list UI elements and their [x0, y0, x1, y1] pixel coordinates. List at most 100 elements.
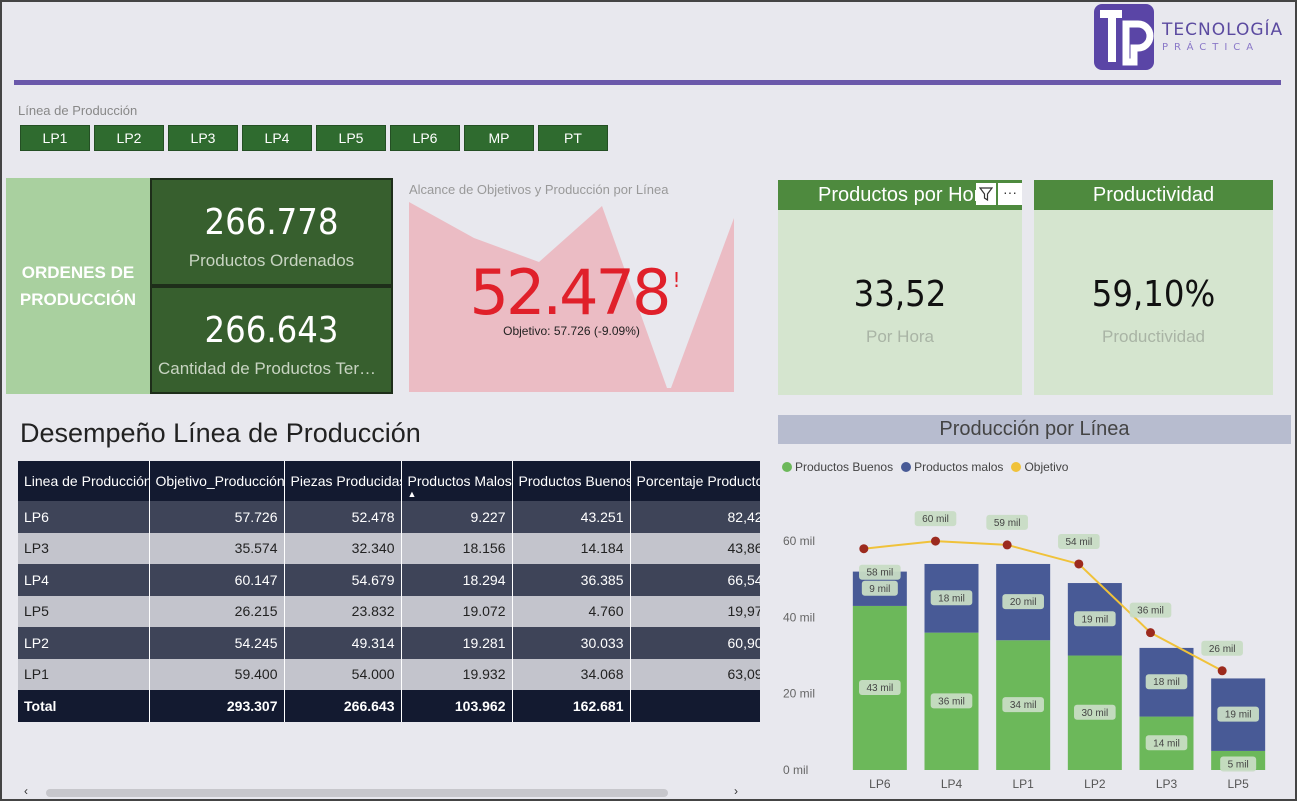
- slicer-button-lp3[interactable]: LP3: [168, 125, 238, 151]
- target-point: [1217, 666, 1227, 676]
- bar-good-label-bg: [1002, 697, 1044, 713]
- kpi-ordered-products[interactable]: 266.778 Productos Ordenados: [150, 178, 393, 286]
- cell-bad: 19.932: [401, 658, 513, 690]
- col-header-pieces[interactable]: Piezas Producidas: [284, 461, 402, 501]
- slicer-button-lp5[interactable]: LP5: [316, 125, 386, 151]
- cell-bad: 19.072: [401, 595, 513, 627]
- kpi-finished-products[interactable]: 266.643 Cantidad de Productos Terminados: [150, 286, 393, 394]
- total-percent: [630, 690, 760, 722]
- bar-bad-label-bg: [1074, 611, 1116, 627]
- x-tick-label: LP2: [1084, 777, 1106, 791]
- production-line-slicer: LP1 LP2 LP3 LP4 LP5 LP6 MP PT: [20, 125, 608, 151]
- legend-item-target[interactable]: Objetivo: [1011, 460, 1068, 474]
- bar-bad-label: 18 mil: [1153, 677, 1180, 688]
- header-divider: [14, 80, 1281, 85]
- total-label: Total: [18, 690, 150, 722]
- scroll-left-icon[interactable]: ‹: [24, 784, 28, 798]
- bar-bad-label-bg: [930, 590, 973, 606]
- cell-target: 57.726: [149, 501, 285, 533]
- cell-percent: 43,86 %: [630, 532, 760, 564]
- slicer-button-pt[interactable]: PT: [538, 125, 608, 151]
- legend-dot-good: [782, 462, 792, 472]
- cell-pieces: 54.679: [284, 564, 402, 596]
- target-label-bg: [1201, 640, 1243, 656]
- legend-item-bad[interactable]: Productos malos: [901, 460, 1003, 474]
- x-tick-label: LP1: [1012, 777, 1034, 791]
- slicer-button-lp2[interactable]: LP2: [94, 125, 164, 151]
- slicer-button-lp6[interactable]: LP6: [390, 125, 460, 151]
- sort-ascending-icon: ▲: [407, 489, 417, 499]
- cell-good: 4.760: [512, 595, 631, 627]
- production-by-line-chart[interactable]: 0 mil 20 mil 40 mil 60 mil 43 mil 9 mil LP6 36 …: [778, 482, 1291, 797]
- cell-pieces: 54.000: [284, 658, 402, 690]
- cell-target: 35.574: [149, 532, 285, 564]
- table-row[interactable]: LP6 57.726 52.478 9.227 43.251 82,42 %: [18, 501, 760, 533]
- table-row[interactable]: LP5 26.215 23.832 19.072 4.760 19,97 %: [18, 595, 760, 627]
- horizontal-scrollbar-thumb[interactable]: [46, 789, 668, 797]
- bar-good-label: 34 mil: [1010, 700, 1037, 711]
- alcance-area: [409, 202, 734, 392]
- bar-good-label: 43 mil: [866, 683, 893, 694]
- total-bad: 103.962: [401, 690, 513, 722]
- table-row[interactable]: LP2 54.245 49.314 19.281 30.033 60,90 %: [18, 627, 760, 659]
- legend-item-good[interactable]: Productos Buenos: [782, 460, 893, 474]
- col-header-line[interactable]: Linea de Producción: [18, 461, 150, 501]
- card-products-per-hour[interactable]: Productos por Hora 33,52 Por Hora: [778, 180, 1022, 395]
- target-label: 59 mil: [994, 518, 1021, 529]
- filter-icon[interactable]: [976, 183, 996, 205]
- alcance-target-text: Objetivo: 57.726 (-9.09%): [503, 324, 640, 338]
- cell-percent: 82,42 %: [630, 501, 760, 533]
- target-label-bg: [986, 514, 1028, 530]
- target-point: [859, 544, 869, 554]
- bar-good-label-bg: [1074, 704, 1116, 720]
- bar-bad-label: 19 mil: [1081, 614, 1108, 625]
- more-options-icon[interactable]: ···: [998, 183, 1022, 205]
- cell-line: LP2: [18, 627, 150, 659]
- brand-logo: [1094, 4, 1154, 70]
- slicer-button-lp1[interactable]: LP1: [20, 125, 90, 151]
- x-tick-label: LP3: [1156, 777, 1178, 791]
- slicer-button-mp[interactable]: MP: [464, 125, 534, 151]
- kpi-ordered-value: 266.778: [204, 202, 339, 243]
- alcance-value-text: 52.478: [469, 256, 672, 329]
- y-tick-label: 60 mil: [783, 534, 815, 548]
- bar-good-label-bg: [1145, 735, 1188, 751]
- target-label: 36 mil: [1137, 606, 1164, 617]
- cell-good: 34.068: [512, 658, 631, 690]
- target-label: 26 mil: [1209, 644, 1236, 655]
- col-header-bad[interactable]: Productos Malos ▲: [401, 461, 513, 501]
- alcance-area-chart[interactable]: [409, 202, 734, 392]
- col-header-target[interactable]: Objetivo_Producción: [149, 461, 285, 501]
- bar-good-label: 5 mil: [1228, 759, 1249, 770]
- cell-bad: 9.227: [401, 501, 513, 533]
- bar-bad-label-bg: [861, 580, 898, 596]
- target-point: [1002, 540, 1012, 550]
- cell-line: LP3: [18, 532, 150, 564]
- bar-bad-label-bg: [1217, 706, 1259, 722]
- slicer-button-lp4[interactable]: LP4: [242, 125, 312, 151]
- cell-percent: 19,97 %: [630, 595, 760, 627]
- x-tick-label: LP4: [941, 777, 963, 791]
- target-label-bg: [914, 511, 957, 527]
- col-header-percent[interactable]: Porcentaje Productos: [630, 461, 760, 501]
- total-target: 293.307: [149, 690, 285, 722]
- table-row[interactable]: LP3 35.574 32.340 18.156 14.184 43,86 %: [18, 532, 760, 564]
- cell-good: 36.385: [512, 564, 631, 596]
- table-row[interactable]: LP1 59.400 54.000 19.932 34.068 63,09 %: [18, 658, 760, 690]
- x-tick-label: LP5: [1227, 777, 1249, 791]
- table-row[interactable]: LP4 60.147 54.679 18.294 36.385 66,54 %: [18, 564, 760, 596]
- card-productivity[interactable]: Productividad 59,10% Productividad: [1034, 180, 1273, 395]
- target-point: [1146, 628, 1155, 638]
- kpi-finished-label: Cantidad de Productos Terminados: [158, 359, 391, 378]
- scroll-right-icon[interactable]: ›: [734, 784, 738, 798]
- target-label: 54 mil: [1065, 537, 1092, 548]
- bar-bad-label: 20 mil: [1010, 597, 1037, 608]
- target-label-bg: [859, 564, 901, 580]
- orders-side-panel: ORDENES DE PRODUCCIÓN: [6, 178, 150, 394]
- performance-table[interactable]: Linea de Producción Objetivo_Producción …: [18, 461, 760, 727]
- cell-target: 26.215: [149, 595, 285, 627]
- card-productivity-value: 59,10%: [1091, 274, 1216, 315]
- cell-good: 14.184: [512, 532, 631, 564]
- target-label-bg: [1129, 602, 1172, 618]
- col-header-good[interactable]: Productos Buenos: [512, 461, 631, 501]
